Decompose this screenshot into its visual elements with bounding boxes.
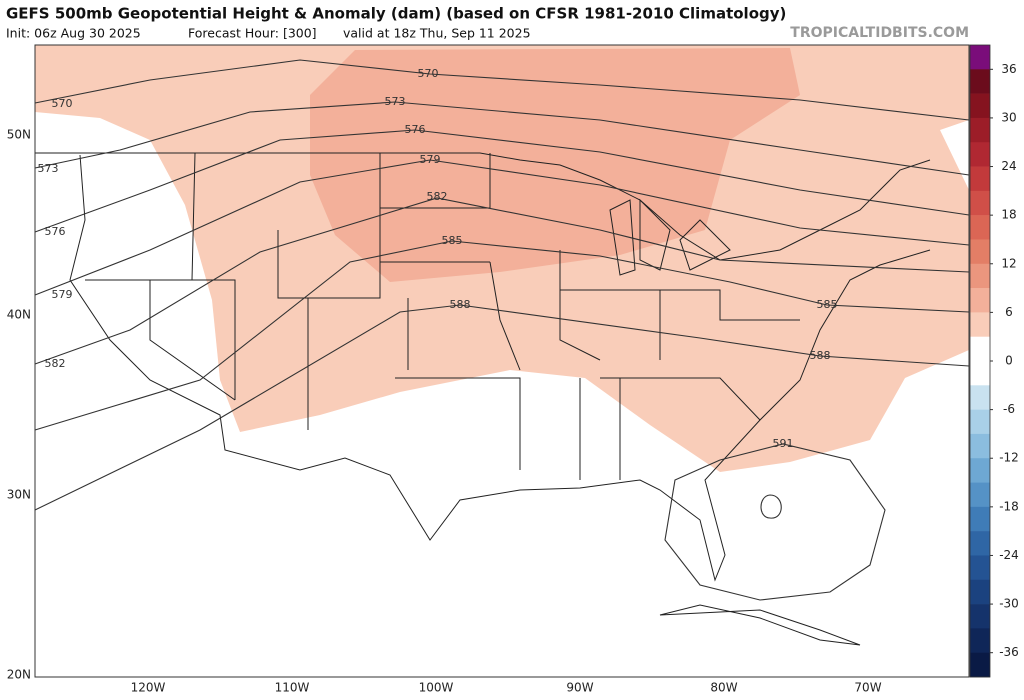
contour-label: 576 [45,225,66,238]
contour-label: 579 [420,153,441,166]
colorbar-segment [970,312,990,337]
colorbar-segment [970,263,990,289]
init-info: Init: 06z Aug 30 2025 [6,26,141,41]
colorbar-segment [970,45,990,70]
contour-line [34,304,970,511]
colorbar-segment [970,458,990,483]
lon-label: 70W [854,681,881,695]
contour-label: 582 [427,190,448,203]
contour-label: 591 [773,437,794,450]
colorbar-label: 18 [1001,208,1016,222]
colorbar-segment [970,506,990,532]
valid-time: valid at 18z Thu, Sep 11 2025 [343,26,531,41]
lon-label: 80W [710,681,737,695]
colorbar-segment [970,117,990,143]
contour-line [34,129,970,233]
state-lines [85,152,800,480]
contour-line [34,101,970,176]
contour-label: 570 [52,97,73,110]
colorbar-label: -18 [999,499,1019,513]
lat-label: 30N [7,488,31,502]
border [35,152,931,261]
contour-label: 588 [450,298,471,311]
contour-line [34,159,970,296]
colorbar-label: 36 [1001,62,1016,76]
contour-line [664,443,886,601]
colorbar-label: 0 [1005,354,1013,368]
colorbar-segment [970,604,990,629]
colorbar-segment [970,628,990,653]
source: TROPICALTIDBITS.COM [790,25,969,41]
contour-line [34,59,970,121]
colorbar-segment [970,652,990,678]
colorbar-segment [970,93,990,119]
colorbar-label: -36 [999,645,1019,659]
colorbar-label: 12 [1001,256,1016,270]
colorbar-segment [970,215,990,240]
contour-label: 579 [52,288,73,301]
colorbar-segment [970,385,990,410]
lon-label: 90W [566,681,593,695]
colorbar-label: 24 [1001,159,1016,173]
colorbar-label: 6 [1005,305,1013,319]
title: GEFS 500mb Geopotential Height & Anomaly… [6,5,786,23]
contour-label: 573 [385,95,406,108]
contour-label: 573 [38,162,59,175]
lon-label: 120W [131,681,166,695]
lat-label: 50N [7,128,31,142]
colorbar-segment [970,531,990,556]
colorbar-segment [970,433,990,459]
colorbar-segment [970,361,990,386]
lat-label: 40N [7,308,31,322]
colorbar-segment [970,555,990,581]
contour-label: 585 [442,234,463,247]
contour-label: 582 [45,357,66,370]
contour-label: 576 [405,123,426,136]
contour-line [34,197,970,365]
contour-line [760,494,782,519]
colorbar-segment [970,239,990,265]
lon-label: 100W [419,681,454,695]
contour-line [34,240,970,431]
plot-area: 570 570 573 573 576 576 579 579 582 582 585 585 588 5… [34,45,970,677]
colorbar-segment [970,142,990,167]
colorbar-segment [970,482,990,508]
colorbar-label: -6 [1003,402,1015,416]
coastline [69,154,931,582]
map-frame [34,44,970,678]
colorbar-segment [970,69,990,94]
lat-label: 20N [7,668,31,682]
cuba [659,604,861,646]
colorbar-label: 30 [1001,110,1016,124]
colorbar-segment [970,579,990,605]
colorbar-segment [970,409,990,435]
colorbar-segment [970,336,990,362]
lon-label: 110W [275,681,310,695]
anomaly-shading [310,48,800,282]
colorbar-segment [970,190,990,216]
forecast-hour: Forecast Hour: [300] [188,26,317,41]
colorbar-segment [970,166,990,192]
colorbar-label: -24 [999,548,1019,562]
contour-label: 570 [418,67,439,80]
colorbar-segment [970,288,990,313]
colorbar-label: -12 [999,451,1019,465]
contour-label: 585 [817,298,838,311]
contour-label: 588 [810,349,831,362]
borders [35,152,931,646]
colorbar-label: -30 [999,597,1019,611]
